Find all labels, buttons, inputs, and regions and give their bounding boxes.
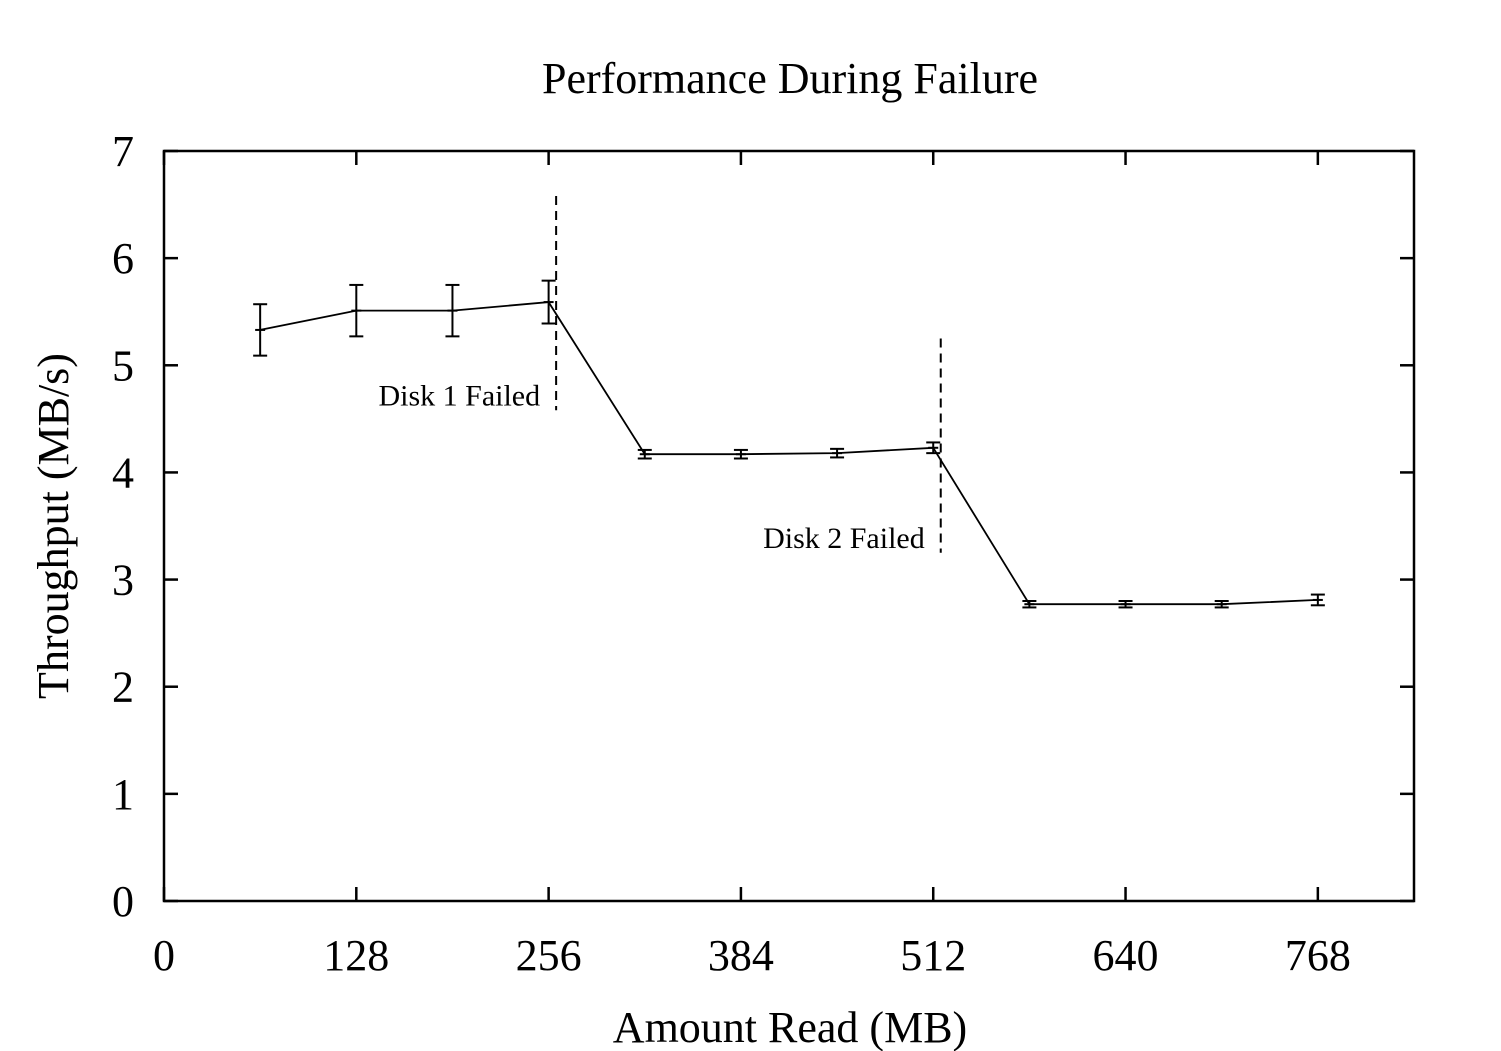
failure-label: Disk 1 Failed — [378, 379, 540, 412]
x-tick-label: 128 — [323, 931, 389, 980]
data-point — [445, 283, 460, 338]
chart-title: Performance During Failure — [542, 54, 1038, 103]
y-tick-label: 6 — [112, 234, 134, 283]
x-tick-label: 256 — [516, 931, 582, 980]
data-point — [1310, 593, 1325, 607]
data-point — [926, 441, 941, 455]
y-tick-label: 5 — [112, 341, 134, 390]
axis-ticks: 0 128 256 384 512 640 768 0 1 2 3 4 5 6 7 — [112, 127, 1414, 980]
data-point — [1118, 600, 1133, 609]
x-tick-label: 512 — [900, 931, 966, 980]
data-point — [637, 448, 652, 460]
data-point — [733, 448, 748, 460]
annotations: Disk 1 Failed Disk 2 Failed — [378, 196, 942, 555]
data-point — [1214, 600, 1229, 609]
y-tick-label: 4 — [112, 448, 134, 497]
y-tick-label: 1 — [112, 770, 134, 819]
failure-label: Disk 2 Failed — [763, 522, 925, 555]
data-point — [1022, 600, 1037, 609]
y-tick-label: 0 — [112, 877, 134, 926]
data-point — [349, 283, 364, 338]
y-tick-label: 3 — [112, 556, 134, 605]
x-axis-label: Amount Read (MB) — [613, 1003, 967, 1051]
x-tick-label: 768 — [1285, 931, 1351, 980]
plot-frame — [162, 149, 1416, 903]
series-line-0 — [260, 301, 1318, 606]
x-tick-label: 640 — [1093, 931, 1159, 980]
data-series — [253, 279, 1325, 609]
data-point — [253, 303, 268, 357]
y-tick-label: 7 — [112, 127, 134, 176]
y-axis-label: Throughput (MB/s) — [29, 353, 78, 699]
x-tick-label: 384 — [708, 931, 774, 980]
data-point — [830, 447, 845, 459]
data-point — [541, 279, 556, 325]
y-tick-label: 2 — [112, 663, 134, 712]
x-tick-label: 0 — [153, 931, 175, 980]
